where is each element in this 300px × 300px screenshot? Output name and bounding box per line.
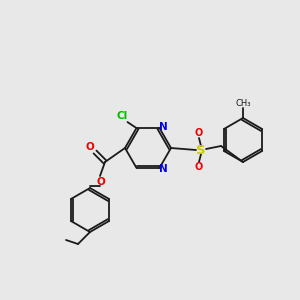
Text: O: O — [85, 142, 94, 152]
Text: O: O — [195, 128, 203, 138]
Text: CH₃: CH₃ — [235, 98, 251, 107]
Text: N: N — [159, 122, 168, 132]
Text: O: O — [97, 177, 105, 187]
Text: O: O — [195, 162, 203, 172]
Text: S: S — [196, 143, 206, 157]
Text: N: N — [159, 164, 168, 174]
Text: Cl: Cl — [117, 111, 128, 121]
